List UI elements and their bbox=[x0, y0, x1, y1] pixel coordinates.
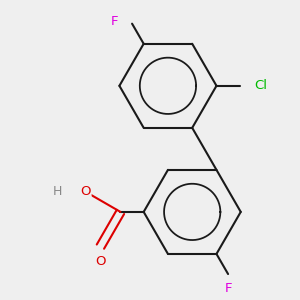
Text: F: F bbox=[224, 283, 232, 296]
Text: F: F bbox=[111, 15, 118, 28]
Text: O: O bbox=[80, 185, 91, 198]
Text: H: H bbox=[53, 185, 62, 198]
Text: Cl: Cl bbox=[254, 79, 268, 92]
Text: O: O bbox=[95, 255, 106, 268]
